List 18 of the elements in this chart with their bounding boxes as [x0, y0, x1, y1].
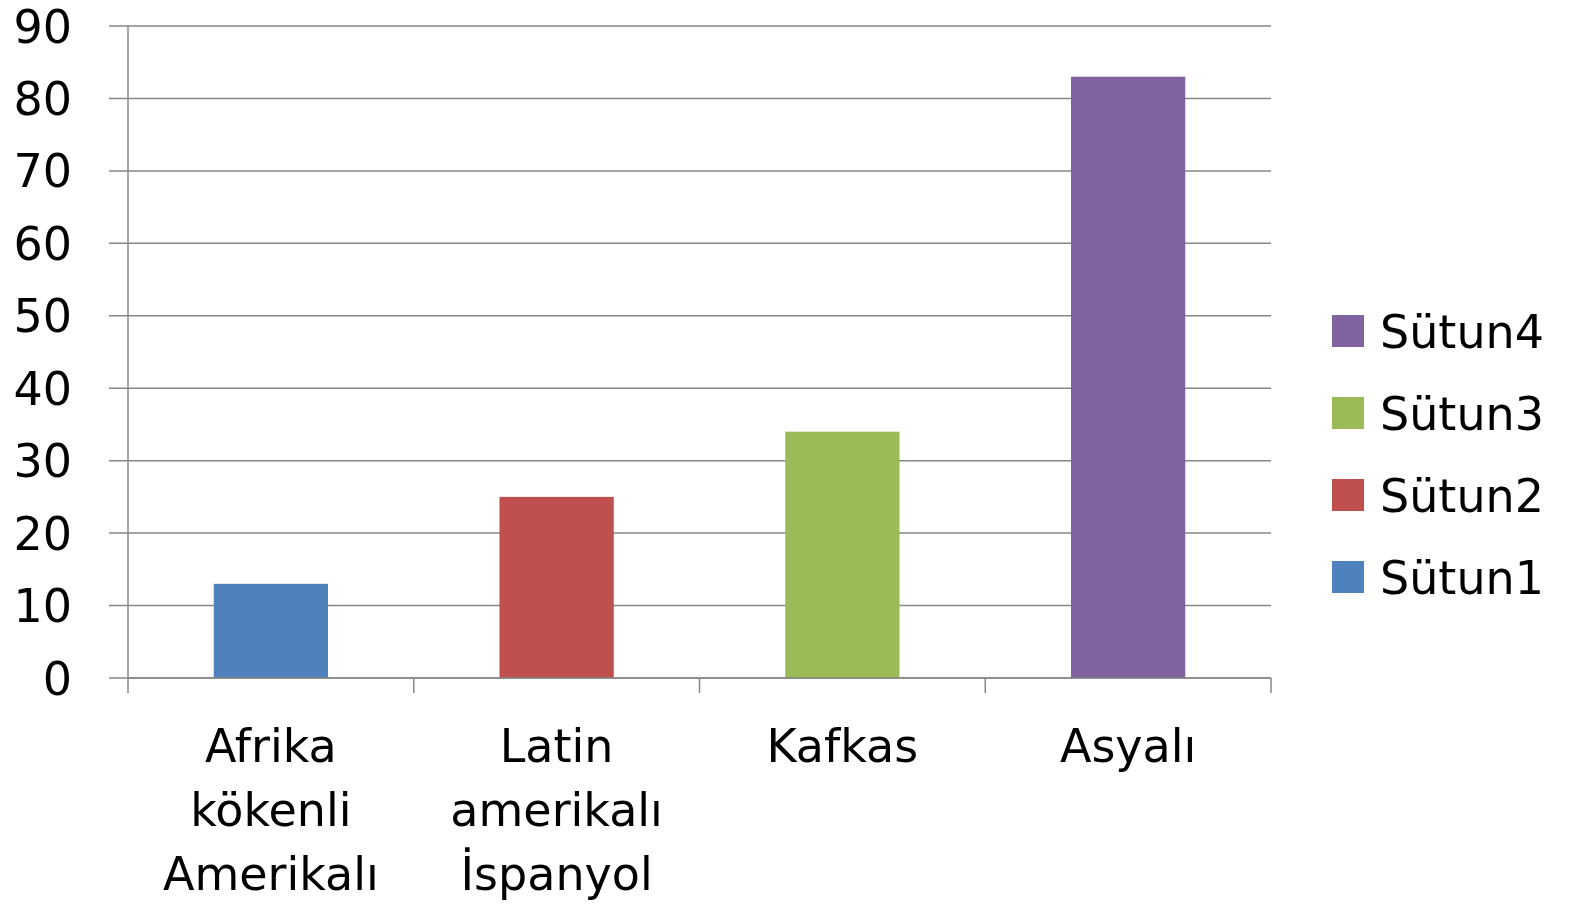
y-tick-label: 50 [13, 289, 72, 344]
y-tick-label: 90 [13, 0, 72, 54]
x-tick-label: Afrika kökenli Amerikalı [162, 719, 379, 901]
y-tick-label: 0 [42, 651, 72, 706]
legend-label: Sütun3 [1380, 386, 1544, 441]
y-tick-label: 40 [13, 361, 72, 416]
legend-label: Sütun4 [1380, 304, 1544, 359]
x-tick-label: Asyalı [1059, 719, 1197, 773]
y-tick-label: 30 [13, 434, 72, 489]
x-tick-label: Kafkas [766, 719, 919, 773]
x-tick-label: Latin amerikalı İspanyol [450, 719, 663, 901]
y-tick-label: 60 [13, 216, 72, 271]
y-tick-label: 70 [13, 144, 72, 199]
y-tick-label: 20 [13, 506, 72, 561]
y-tick-label: 10 [13, 579, 72, 634]
legend-label: Sütun1 [1380, 550, 1544, 605]
y-tick-label: 80 [13, 72, 72, 126]
legend-label: Sütun2 [1380, 468, 1544, 523]
